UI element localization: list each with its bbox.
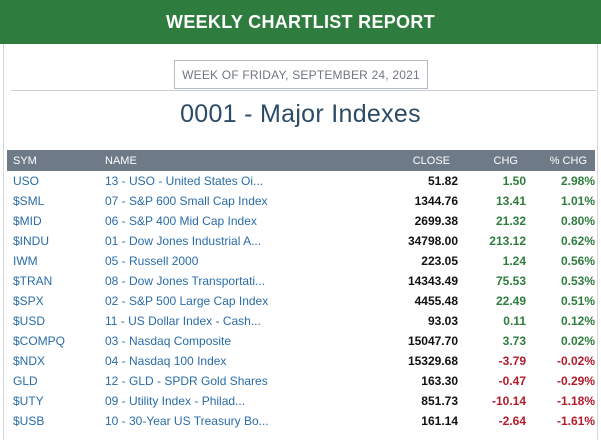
table-row[interactable]: $USD 11 - US Dollar Index - Cash... 93.03 0… <box>7 311 595 331</box>
index-name-link[interactable]: 10 - 30-Year US Treasury Bo... <box>105 414 269 428</box>
symbol-link[interactable]: $USD <box>13 314 46 328</box>
percent-change-value: 0.12% <box>560 314 595 328</box>
report-header: WEEKLY CHARTLIST REPORT <box>0 0 601 44</box>
percent-change-value: 2.98% <box>560 174 595 188</box>
left-border <box>3 44 4 440</box>
symbol-link[interactable]: $INDU <box>13 234 50 248</box>
table-row[interactable]: $COMPQ 03 - Nasdaq Composite 15047.70 3.73 0… <box>7 331 595 351</box>
symbol-link[interactable]: $NDX <box>13 354 46 368</box>
index-name-link[interactable]: 09 - Utility Index - Philad... <box>105 394 246 408</box>
percent-change-value: -1.18% <box>556 394 595 408</box>
symbol-link[interactable]: $TRAN <box>13 274 53 288</box>
change-value: 22.49 <box>495 294 526 308</box>
symbol-link[interactable]: $COMPQ <box>13 334 66 348</box>
percent-change-value: 0.53% <box>560 274 595 288</box>
symbol-link[interactable]: $MID <box>13 214 42 228</box>
page-title: 0001 - Major Indexes <box>180 100 421 128</box>
table-row[interactable]: IWM 05 - Russell 2000 223.05 1.24 0.56% <box>7 251 595 271</box>
symbol-link[interactable]: $SML <box>13 194 45 208</box>
column-header-chg[interactable]: CHG <box>493 154 518 167</box>
close-value: 1344.76 <box>414 194 458 208</box>
index-name-link[interactable]: 04 - Nasdaq 100 Index <box>105 354 227 368</box>
index-name-link[interactable]: 13 - USO - United States Oi... <box>105 174 264 188</box>
right-border <box>597 44 598 440</box>
table-row[interactable]: $TRAN 08 - Dow Jones Transportati... 14343… <box>7 271 595 291</box>
change-value: 1.24 <box>502 254 526 268</box>
table-row[interactable]: $SML 07 - S&P 600 Small Cap Index 1344.76 1… <box>7 191 595 211</box>
close-value: 15329.68 <box>407 354 458 368</box>
table-row[interactable]: $UTY 09 - Utility Index - Philad... 851.73… <box>7 391 595 411</box>
table-row[interactable]: $MID 06 - S&P 400 Mid Cap Index 2699.38 21.… <box>7 211 595 231</box>
change-value: -3.79 <box>498 354 526 368</box>
quotes-table: SYM NAME CLOSE CHG % CHG USO 13 - USO - U… <box>7 150 595 431</box>
percent-change-value: -1.61% <box>556 414 595 428</box>
change-value: 3.73 <box>502 334 526 348</box>
close-value: 223.05 <box>421 254 458 268</box>
percent-change-value: 0.51% <box>560 294 595 308</box>
percent-change-value: -0.29% <box>556 374 595 388</box>
table-header-row: SYM NAME CLOSE CHG % CHG <box>7 150 595 171</box>
week-label: WEEK OF FRIDAY, SEPTEMBER 24, 2021 <box>182 67 420 82</box>
percent-change-value: 0.02% <box>560 334 595 348</box>
change-value: -0.47 <box>498 374 526 388</box>
close-value: 161.14 <box>421 414 458 428</box>
percent-change-value: 0.56% <box>560 254 595 268</box>
close-value: 163.30 <box>421 374 458 388</box>
close-value: 93.03 <box>427 314 458 328</box>
change-value: 0.11 <box>503 314 526 328</box>
symbol-link[interactable]: $SPX <box>13 294 44 308</box>
change-value: -10.14 <box>491 394 526 408</box>
column-header-sym[interactable]: SYM <box>13 154 37 167</box>
change-value: 1.50 <box>502 174 526 188</box>
index-name-link[interactable]: 02 - S&P 500 Large Cap Index <box>105 294 269 308</box>
index-name-link[interactable]: 12 - GLD - SPDR Gold Shares <box>105 374 268 388</box>
close-value: 51.82 <box>427 174 458 188</box>
symbol-link[interactable]: GLD <box>13 374 38 388</box>
percent-change-value: 1.01% <box>560 194 595 208</box>
percent-change-value: -0.02% <box>556 354 595 368</box>
index-name-link[interactable]: 01 - Dow Jones Industrial A... <box>105 234 262 248</box>
table-row[interactable]: $NDX 04 - Nasdaq 100 Index 15329.68 -3.79 -0… <box>7 351 595 371</box>
table-row[interactable]: $USB 10 - 30-Year US Treasury Bo... 161.14… <box>7 411 595 431</box>
close-value: 15047.70 <box>407 334 458 348</box>
table-row[interactable]: USO 13 - USO - United States Oi... 51.82 1.… <box>7 171 595 191</box>
index-name-link[interactable]: 06 - S&P 400 Mid Cap Index <box>105 214 257 228</box>
table-row[interactable]: GLD 12 - GLD - SPDR Gold Shares 163.30 -0.4… <box>7 371 595 391</box>
change-value: 13.41 <box>495 194 526 208</box>
column-header-pct-chg[interactable]: % CHG <box>549 154 587 167</box>
symbol-link[interactable]: $UTY <box>13 394 44 408</box>
close-value: 851.73 <box>421 394 458 408</box>
index-name-link[interactable]: 11 - US Dollar Index - Cash... <box>105 314 261 328</box>
symbol-link[interactable]: $USB <box>13 414 45 428</box>
column-header-close[interactable]: CLOSE <box>412 154 450 167</box>
change-value: 75.53 <box>495 274 526 288</box>
index-name-link[interactable]: 03 - Nasdaq Composite <box>105 334 232 348</box>
table-row[interactable]: $INDU 01 - Dow Jones Industrial A... 34798… <box>7 231 595 251</box>
percent-change-value: 0.80% <box>560 214 595 228</box>
close-value: 34798.00 <box>407 234 458 248</box>
report-header-title: WEEKLY CHARTLIST REPORT <box>166 11 435 32</box>
symbol-link[interactable]: USO <box>13 174 40 188</box>
close-value: 2699.38 <box>414 214 458 228</box>
change-value: 21.32 <box>495 214 526 228</box>
close-value: 14343.49 <box>407 274 458 288</box>
symbol-link[interactable]: IWM <box>13 254 38 268</box>
change-value: 213.12 <box>489 234 526 248</box>
percent-change-value: 0.62% <box>560 234 595 248</box>
index-name-link[interactable]: 08 - Dow Jones Transportati... <box>105 274 266 288</box>
column-header-name[interactable]: NAME <box>105 154 137 167</box>
index-name-link[interactable]: 05 - Russell 2000 <box>105 254 199 268</box>
week-label-box: WEEK OF FRIDAY, SEPTEMBER 24, 2021 <box>174 60 428 89</box>
table-body: USO 13 - USO - United States Oi... 51.82 1.… <box>7 171 595 431</box>
table-row[interactable]: $SPX 02 - S&P 500 Large Cap Index 4455.48 2… <box>7 291 595 311</box>
close-value: 4455.48 <box>414 294 458 308</box>
divider <box>11 90 596 91</box>
change-value: -2.64 <box>498 414 526 428</box>
index-name-link[interactable]: 07 - S&P 600 Small Cap Index <box>105 194 268 208</box>
